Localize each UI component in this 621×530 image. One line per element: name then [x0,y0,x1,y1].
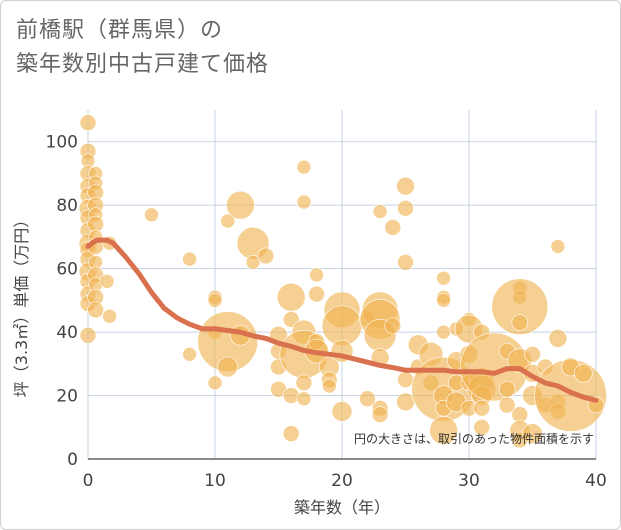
data-point-0 [79,114,97,131]
data-point-72 [331,401,353,422]
data-point-135 [548,329,568,348]
data-point-32 [99,274,115,289]
data-point-42 [217,356,238,378]
data-point-16 [79,326,97,344]
y-axis-label: 坪（3.3㎡）単価（万円） [12,212,31,397]
data-point-55 [282,425,300,442]
x-tick-40: 40 [585,471,607,491]
data-point-83 [384,317,402,335]
data-point-47 [257,247,275,265]
data-point-60 [295,374,313,392]
data-point-75 [372,204,388,219]
data-point-134 [550,239,566,254]
chart-title-line1: 前橋駅（群馬県）の [16,18,224,43]
data-point-131 [522,423,543,444]
y-tick-labels: 0 20 40 60 80 100 [46,133,78,470]
data-point-87 [397,371,414,388]
data-point-37 [207,293,223,308]
data-point-54 [282,387,300,404]
data-point-95 [436,293,451,308]
y-tick-80: 80 [56,196,78,216]
x-tick-0: 0 [83,471,94,491]
y-tick-40: 40 [56,323,78,343]
data-point-34 [182,251,197,267]
data-point-63 [308,285,325,303]
data-point-88 [396,392,415,412]
data-point-70 [321,305,363,347]
x-axis-label: 築年数（年） [294,498,390,517]
chart-title-line2: 築年数別中古戸建て価格 [16,52,270,77]
data-point-122 [491,278,549,336]
data-point-40 [220,213,235,229]
data-point-43 [226,190,255,220]
data-point-96 [436,324,451,340]
data-point-140 [573,364,593,383]
data-point-93 [436,270,451,286]
data-point-62 [309,267,324,283]
y-tick-0: 0 [67,450,78,470]
data-point-74 [359,390,376,408]
data-point-52 [276,282,306,312]
data-point-114 [473,399,491,417]
data-point-56 [296,159,312,175]
data-point-128 [524,345,541,363]
data-point-29 [87,301,104,319]
data-point-100 [429,416,458,445]
x-tick-10: 10 [204,471,226,491]
x-tick-20: 20 [331,471,353,491]
data-point-118 [498,380,516,398]
data-point-115 [473,418,491,436]
data-point-31 [102,308,117,324]
y-tick-100: 100 [46,133,78,153]
data-point-57 [296,194,312,210]
data-point-39 [207,375,223,391]
chart-title: 前橋駅（群馬県）の 築年数別中古戸建て価格 [16,14,269,82]
data-point-81 [371,406,389,423]
data-point-86 [397,253,414,271]
data-point-84 [396,176,415,196]
data-point-123 [511,314,529,331]
data-point-46 [245,254,261,270]
bubble-size-note: 円の大きさは、取引のあった物件面積を示す [354,431,594,446]
data-point-119 [498,396,516,414]
data-point-33 [144,207,159,222]
bubble-layer [78,114,607,449]
data-point-85 [397,200,414,217]
data-point-68 [321,378,337,394]
trend-line [85,237,599,403]
data-point-35 [182,346,197,362]
data-point-61 [296,391,312,407]
y-tick-20: 20 [56,387,78,407]
x-tick-30: 30 [458,471,480,491]
y-tick-60: 60 [56,260,78,280]
x-tick-labels: 0 10 20 30 40 [83,471,607,491]
data-point-82 [384,219,402,236]
